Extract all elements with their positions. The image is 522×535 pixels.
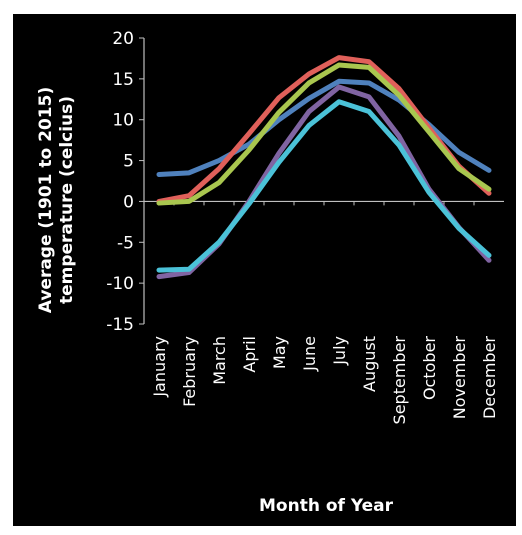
y-tick-label: -10 xyxy=(106,274,134,294)
series-line-5 xyxy=(156,99,492,273)
temperature-line-chart: -15 -10 -5 0 5 10 15 20 January February March Apr… xyxy=(36,29,504,516)
x-category-label: July xyxy=(330,336,349,366)
y-axis-title-line2: temperature (celcius) xyxy=(57,96,77,304)
x-category-label: September xyxy=(390,336,409,425)
x-category-label: May xyxy=(270,336,289,369)
y-tick-label: 0 xyxy=(123,192,134,212)
x-axis-title: Month of Year xyxy=(259,496,394,516)
y-tick-label: -5 xyxy=(117,233,134,253)
series-line-2 xyxy=(156,55,492,204)
y-tick-label: 15 xyxy=(112,70,134,90)
x-category-label: October xyxy=(420,336,439,400)
y-tick-label: 10 xyxy=(112,111,134,131)
x-category-label: November xyxy=(450,336,469,420)
x-category-label: April xyxy=(240,336,259,373)
x-category-label: January xyxy=(150,336,169,398)
y-tick-label: 20 xyxy=(112,29,134,49)
x-category-label: February xyxy=(180,336,199,407)
x-category-label: December xyxy=(480,336,499,419)
x-category-label: August xyxy=(360,336,379,392)
series-line-1 xyxy=(156,78,492,177)
chart-frame: -15 -10 -5 0 5 10 15 20 January February March Apr… xyxy=(13,14,516,526)
y-axis-title-line1: Average (1901 to 2015) xyxy=(36,87,56,313)
x-category-label: June xyxy=(300,336,319,372)
y-tick-label: 5 xyxy=(123,152,134,172)
series-line-3 xyxy=(156,62,492,206)
y-tick-label: -15 xyxy=(106,315,134,335)
x-category-label: March xyxy=(210,336,229,385)
